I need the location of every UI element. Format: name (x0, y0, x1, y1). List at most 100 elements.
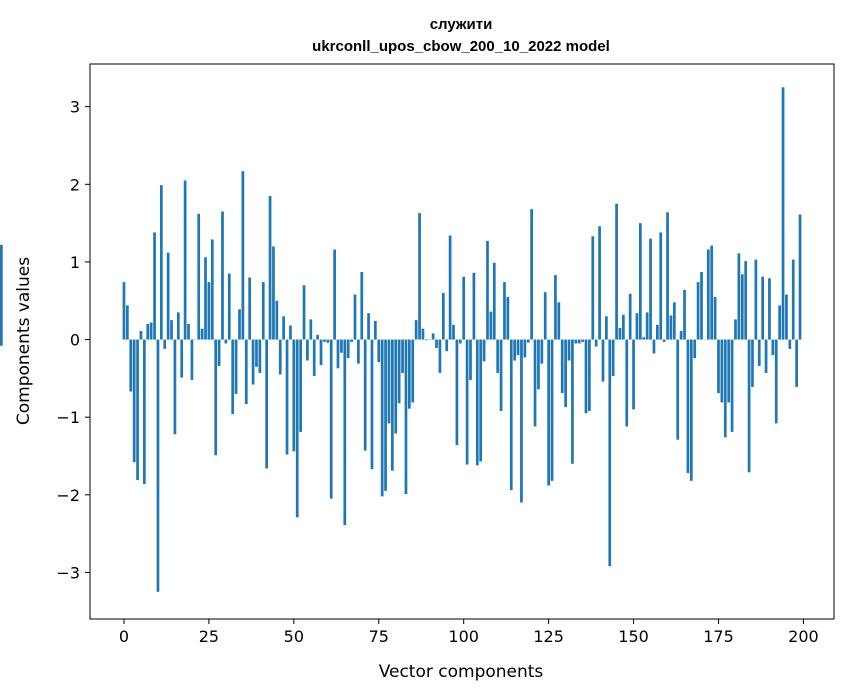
bar (503, 282, 506, 340)
bar (336, 339, 340, 369)
bar (683, 289, 686, 340)
bar (261, 282, 265, 340)
bar (156, 339, 160, 592)
bar (706, 249, 710, 340)
bar (751, 339, 754, 387)
bar (143, 339, 146, 484)
bar (136, 339, 139, 481)
bar (132, 339, 136, 463)
bar (642, 337, 646, 340)
bar (713, 296, 717, 340)
bar (523, 339, 527, 358)
bar (353, 294, 357, 340)
y-tick-label: −3 (56, 563, 80, 582)
bar (329, 339, 333, 499)
bar (170, 320, 173, 340)
bar (340, 339, 343, 353)
bar (734, 319, 737, 340)
bar (445, 339, 449, 352)
bar (312, 339, 316, 377)
x-tick-label: 0 (119, 627, 129, 646)
bar (727, 339, 731, 403)
bar (730, 339, 734, 432)
bar (421, 328, 425, 340)
bar (326, 339, 330, 343)
bar (346, 339, 350, 359)
bar (761, 276, 765, 340)
bar (615, 203, 618, 340)
bar (696, 282, 700, 340)
bar (397, 339, 401, 404)
bar (598, 226, 601, 340)
bar (747, 339, 751, 473)
bar (187, 324, 190, 340)
bar (360, 272, 364, 340)
bar (798, 214, 802, 340)
bar (486, 240, 489, 340)
bar (594, 339, 598, 347)
bar (577, 339, 581, 344)
x-tick-label: 75 (369, 627, 389, 646)
bar (778, 305, 781, 340)
bar (404, 339, 408, 495)
x-tick-label: 50 (284, 627, 304, 646)
bar (207, 282, 211, 340)
bar (455, 339, 459, 446)
bar (605, 316, 608, 340)
bar (618, 327, 622, 340)
bar (278, 339, 282, 375)
bar (754, 259, 758, 340)
bar (520, 339, 523, 503)
bar (275, 300, 279, 340)
bar (299, 339, 302, 432)
bar (516, 339, 520, 356)
bar (438, 339, 442, 373)
bar (689, 339, 693, 481)
y-axis-label: Components values (14, 257, 34, 425)
bar (543, 292, 547, 340)
bar (659, 232, 663, 340)
bar (757, 339, 761, 366)
bar (282, 316, 285, 340)
bar (309, 319, 313, 340)
chart-subtitle: ukrconll_upos_cbow_200_10_2022 model (312, 38, 610, 55)
bar (166, 252, 170, 340)
bar (710, 245, 714, 340)
x-tick-label: 100 (448, 627, 479, 646)
bar (557, 302, 561, 340)
bar (180, 339, 184, 378)
bar (744, 261, 748, 340)
x-tick-label: 125 (533, 627, 564, 646)
bar (227, 273, 231, 340)
bar (686, 339, 690, 474)
x-tick-label: 150 (618, 627, 649, 646)
bar (649, 238, 652, 340)
y-tick-label: 2 (70, 175, 80, 194)
bar (560, 339, 564, 394)
bar (462, 276, 466, 340)
bar (791, 259, 795, 340)
bar (418, 213, 421, 340)
bar (764, 339, 768, 373)
bar (387, 339, 391, 424)
x-axis-ticks: 0 25 50 75 100 125 150 175 200 (119, 619, 819, 646)
bar (251, 339, 255, 385)
bar (435, 339, 438, 349)
bar (407, 339, 411, 409)
plot-frame (89, 63, 835, 620)
bar (272, 246, 275, 340)
y-tick-label: 0 (70, 331, 80, 350)
bar (693, 339, 697, 359)
bar (238, 309, 241, 340)
bar (323, 339, 326, 342)
bar (248, 277, 252, 340)
bar (380, 339, 384, 497)
bar (350, 339, 353, 342)
bar (414, 320, 418, 340)
chart-title: служити (430, 16, 493, 33)
bar (567, 339, 571, 361)
bars-group (0, 87, 802, 592)
bar (625, 339, 629, 427)
bar (295, 339, 299, 518)
bar (391, 339, 394, 471)
